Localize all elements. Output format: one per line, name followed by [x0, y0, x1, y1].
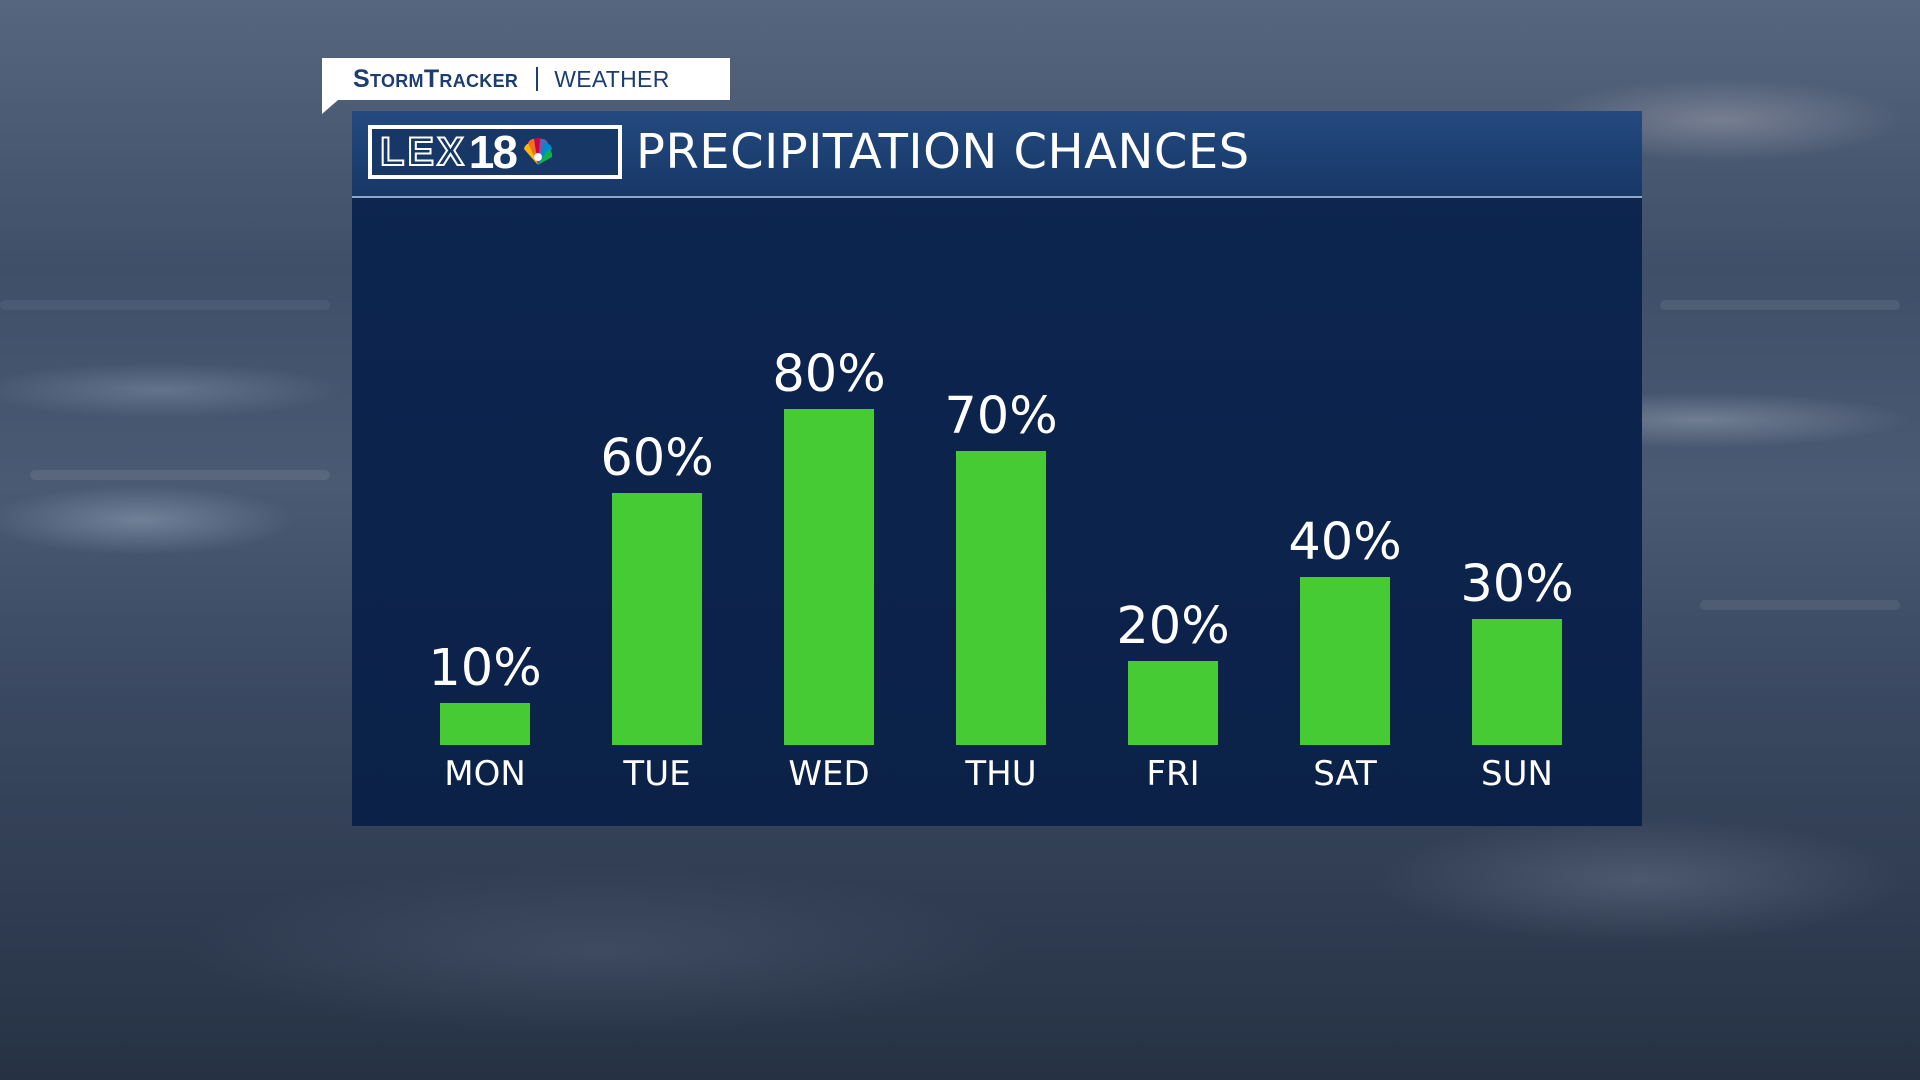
logo-channel-number: 18	[468, 126, 518, 178]
category-label-thu: THU	[964, 754, 1036, 794]
panel-header: LEX 18 PRECIPITATION CHANCES	[352, 111, 1642, 198]
background-reflection	[1660, 300, 1900, 310]
stormtracker-weather-tab: StormTracker WEATHER	[322, 58, 730, 100]
category-label-fri: FRI	[1146, 754, 1199, 794]
bar-wed	[784, 409, 874, 745]
brand-divider	[536, 67, 539, 91]
background-reflection	[0, 300, 330, 310]
lex18-logo: LEX 18	[368, 125, 622, 179]
data-label-thu: 70%	[944, 387, 1057, 446]
category-label-sat: SAT	[1313, 754, 1377, 794]
data-label-sun: 30%	[1460, 555, 1573, 614]
bar-tue	[612, 493, 702, 745]
tab-tail	[322, 100, 338, 114]
data-label-tue: 60%	[600, 429, 713, 488]
weather-label: WEATHER	[554, 65, 670, 92]
data-label-mon: 10%	[428, 639, 541, 698]
background-reflection	[1700, 600, 1900, 610]
bar-sun	[1472, 619, 1562, 745]
bar-sat	[1300, 577, 1390, 745]
lex18-logo-inner: LEX 18	[372, 129, 618, 175]
bar-mon	[440, 703, 530, 745]
category-label-mon: MON	[444, 754, 526, 794]
logo-call-letters: LEX	[379, 130, 467, 174]
category-label-wed: WED	[788, 754, 869, 794]
bar-fri	[1128, 661, 1218, 745]
data-label-wed: 80%	[772, 345, 885, 404]
chart-title: PRECIPITATION CHANCES	[636, 124, 1250, 180]
peacock-icon	[523, 137, 553, 165]
category-label-sun: SUN	[1481, 754, 1553, 794]
data-label-sat: 40%	[1288, 513, 1401, 572]
data-label-fri: 20%	[1116, 597, 1229, 656]
category-label-tue: TUE	[622, 754, 690, 794]
background-reflection	[30, 470, 330, 480]
bar-thu	[956, 451, 1046, 745]
precipitation-panel: LEX 18 PRECIPITATION CHANCES 10% MON 60% TU…	[352, 111, 1642, 826]
stormtracker-wordmark: StormTracker	[353, 64, 519, 93]
precipitation-bar-chart: 10% MON 60% TUE 80% WED 70% THU 20% FRI 40% SAT 30% S…	[428, 345, 1573, 794]
